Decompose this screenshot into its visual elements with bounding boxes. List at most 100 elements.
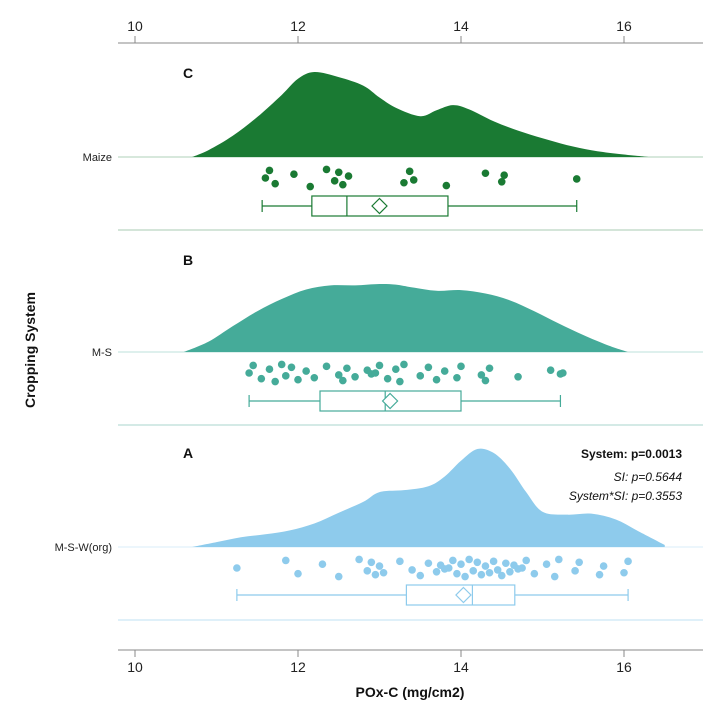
- data-point: [375, 562, 384, 570]
- data-point: [502, 559, 510, 568]
- data-point: [261, 174, 270, 182]
- data-point: [277, 360, 286, 369]
- data-point: [546, 366, 555, 374]
- data-point: [375, 361, 384, 370]
- data-point: [489, 557, 498, 566]
- data-point: [265, 166, 274, 175]
- data-point: [477, 371, 486, 379]
- data-point: [444, 564, 453, 572]
- data-point: [449, 556, 457, 565]
- data-point: [542, 560, 551, 568]
- data-point: [271, 179, 279, 188]
- category-label: M-S-W(org): [55, 542, 112, 554]
- group-Maize: Maize C: [83, 65, 703, 217]
- data-point: [506, 568, 514, 576]
- data-point: [522, 556, 530, 565]
- data-point: [371, 570, 380, 579]
- data-point: [281, 372, 290, 380]
- data-point: [440, 367, 449, 375]
- mean-diamond: [381, 392, 399, 410]
- annotation-system: System: p=0.0013: [581, 447, 682, 461]
- annotation-si: SI: p=0.5644: [614, 470, 683, 484]
- axis-ticks: 10 10 12 12 14 14 16 16: [127, 18, 632, 675]
- data-point: [485, 364, 494, 373]
- data-point: [530, 569, 539, 578]
- data-point: [379, 568, 388, 577]
- data-point: [432, 568, 441, 576]
- data-point: [405, 167, 414, 176]
- data-point: [306, 182, 315, 191]
- data-point: [396, 557, 404, 566]
- data-point: [363, 567, 372, 575]
- data-point: [408, 566, 416, 574]
- x-axis-title: POx-C (mg/cm2): [356, 684, 465, 700]
- data-point: [281, 556, 290, 565]
- data-point: [493, 566, 502, 574]
- data-point: [400, 360, 408, 369]
- data-point: [302, 367, 310, 375]
- data-point: [620, 568, 628, 577]
- x-tick-label-bottom: 10: [127, 659, 143, 675]
- data-point: [367, 558, 376, 567]
- significance-letter: C: [183, 65, 193, 81]
- data-point: [371, 369, 380, 377]
- data-point: [424, 559, 433, 568]
- data-point: [383, 374, 392, 383]
- x-tick-label-top: 10: [127, 18, 143, 34]
- data-point: [294, 375, 302, 384]
- data-point: [477, 570, 486, 579]
- data-point: [481, 562, 490, 570]
- data-point: [518, 564, 526, 572]
- data-point: [416, 571, 425, 580]
- data-point: [409, 176, 418, 184]
- data-point: [432, 375, 441, 384]
- data-point: [265, 365, 274, 374]
- data-point: [473, 558, 482, 567]
- data-point: [497, 178, 506, 186]
- data-point: [575, 558, 583, 567]
- data-point: [339, 376, 347, 385]
- data-point: [249, 361, 257, 370]
- significance-letter: A: [183, 445, 193, 461]
- data-point: [245, 369, 253, 377]
- data-point: [571, 567, 579, 575]
- y-axis-title: Cropping System: [22, 292, 38, 408]
- data-point: [453, 569, 461, 578]
- data-point: [469, 567, 478, 575]
- data-point: [481, 376, 490, 385]
- x-tick-label-top: 16: [616, 18, 632, 34]
- data-point: [457, 362, 465, 371]
- group-M-S-W(org): M-S-W(org) A: [55, 445, 703, 606]
- data-point: [442, 181, 451, 190]
- data-point: [392, 365, 400, 374]
- data-point: [497, 571, 506, 580]
- data-point: [465, 555, 473, 564]
- data-point: [396, 377, 404, 386]
- mean-diamond: [371, 197, 388, 215]
- data-point: [290, 170, 298, 178]
- groups: Maize C M-S B M-S-W(org) A: [55, 65, 703, 606]
- mean-diamond: [455, 586, 472, 604]
- x-tick-label-top: 12: [290, 18, 306, 34]
- data-point: [339, 180, 347, 189]
- data-point: [500, 171, 508, 179]
- density-M-S: [183, 283, 629, 352]
- data-point: [457, 560, 465, 568]
- significance-letter: B: [183, 252, 193, 268]
- data-point: [257, 374, 266, 383]
- data-point: [485, 568, 494, 577]
- group-M-S: M-S B: [92, 252, 703, 412]
- data-point: [400, 178, 408, 187]
- data-point: [595, 570, 604, 579]
- data-point: [555, 555, 563, 564]
- data-point: [233, 564, 241, 572]
- data-point: [453, 373, 461, 382]
- density-M-S-W(org): [192, 448, 665, 547]
- data-point: [416, 372, 425, 380]
- data-point: [334, 168, 343, 177]
- data-point: [318, 560, 327, 568]
- annotation-system-si: System*SI: p=0.3553: [569, 489, 682, 503]
- iqr-box: [311, 195, 449, 217]
- data-point: [271, 377, 279, 386]
- data-point: [599, 562, 608, 570]
